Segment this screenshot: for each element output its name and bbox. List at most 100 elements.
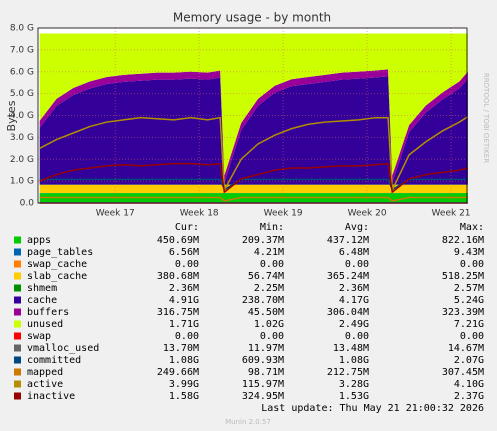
legend-swatch [14, 296, 21, 304]
x-tick-label: Week 20 [348, 209, 387, 219]
stat-header: Min: [260, 222, 284, 233]
area [39, 76, 468, 185]
y-tick-label: 4.0 G [10, 111, 34, 121]
legend-label: page_tables [27, 247, 93, 258]
legend-label: swap [27, 331, 51, 342]
legend-label: cache [27, 295, 57, 306]
y-tick-label: 1.0 G [10, 177, 34, 187]
legend-swatch [14, 368, 21, 376]
legend-label: inactive [27, 391, 75, 402]
legend-stat: 3.99G [169, 379, 199, 390]
x-tick-label: Week 18 [180, 209, 219, 219]
legend-label: vmalloc_used [27, 343, 99, 354]
y-tick-label: 5.0 G [10, 89, 34, 99]
legend-stat: 450.69M [157, 235, 199, 246]
legend-stat: 11.97M [248, 343, 284, 354]
legend-swatch [14, 260, 21, 268]
legend-stat: 2.37G [454, 391, 484, 402]
legend-stat: 323.39M [442, 307, 484, 318]
legend-label: unused [27, 319, 63, 330]
legend-stat: 822.16M [442, 235, 484, 246]
legend-stat: 0.00 [345, 259, 369, 270]
legend-stat: 2.25M [254, 283, 284, 294]
legend-label: mapped [27, 367, 63, 378]
legend-label: committed [27, 355, 81, 366]
legend-stat: 1.71G [169, 319, 199, 330]
last-update: Last update: Thu May 21 21:00:32 2026 [261, 403, 484, 414]
legend-stat: 0.00 [345, 331, 369, 342]
legend-stat: 45.50M [248, 307, 284, 318]
legend-swatch [14, 284, 21, 292]
legend-stat: 6.48M [339, 247, 369, 258]
legend-stat: 4.10G [454, 379, 484, 390]
area [39, 33, 468, 176]
legend-stat: 6.56M [169, 247, 199, 258]
legend-swatch [14, 344, 21, 352]
legend-stat: 4.21M [254, 247, 284, 258]
legend-stat: 0.00 [260, 331, 284, 342]
legend-stat: 13.70M [163, 343, 199, 354]
legend-stat: 115.97M [242, 379, 284, 390]
legend-swatch [14, 332, 21, 340]
legend-stat: 13.48M [333, 343, 369, 354]
legend-stat: 1.08G [339, 355, 369, 366]
line [39, 196, 468, 202]
legend-swatch [14, 236, 21, 244]
legend-stat: 1.02G [254, 319, 284, 330]
y-tick-label: 8.0 G [10, 24, 34, 34]
line [39, 178, 468, 191]
legend-label: swap_cache [27, 259, 87, 270]
legend-stat: 2.36M [339, 283, 369, 294]
legend-stat: 1.58G [169, 391, 199, 402]
legend-stat: 4.17G [339, 295, 369, 306]
x-tick-label: Week 17 [96, 209, 135, 219]
legend-label: active [27, 379, 63, 390]
legend-stat: 324.95M [242, 391, 284, 402]
line [39, 115, 469, 193]
legend-stat: 307.45M [442, 367, 484, 378]
legend-stat: 7.21G [454, 319, 484, 330]
legend-stat: 2.49G [339, 319, 369, 330]
y-tick-label: 6.0 G [10, 67, 34, 77]
stat-header: Cur: [175, 222, 199, 233]
legend-stat: 0.00 [460, 259, 484, 270]
footer: Munin 2.0.57 [225, 418, 271, 426]
legend-stat: 9.43M [454, 247, 484, 258]
stat-header: Max: [460, 222, 484, 233]
x-tick-label: Week 19 [264, 209, 303, 219]
legend-stat: 365.24M [327, 271, 369, 282]
legend-swatch [14, 272, 21, 280]
line [39, 162, 469, 194]
chart-title: Memory usage - by month [173, 11, 331, 25]
legend-stat: 380.68M [157, 271, 199, 282]
legend-swatch [14, 308, 21, 316]
legend-label: buffers [27, 307, 69, 318]
x-tick-label: Week 21 [432, 209, 471, 219]
legend-swatch [14, 356, 21, 364]
stat-header: Avg: [345, 222, 369, 233]
y-tick-label: 2.0 G [10, 155, 34, 165]
legend-label: shmem [27, 283, 57, 294]
y-axis-label: Bytes [5, 100, 18, 131]
legend-stat: 437.12M [327, 235, 369, 246]
legend-stat: 0.00 [260, 259, 284, 270]
legend-label: apps [27, 235, 51, 246]
legend-stat: 2.07G [454, 355, 484, 366]
legend-swatch [14, 380, 21, 388]
legend-stat: 0.00 [175, 259, 199, 270]
legend-stat: 306.04M [327, 307, 369, 318]
legend-swatch [14, 248, 21, 256]
y-tick-label: 0.0 [20, 199, 35, 209]
area [39, 184, 468, 194]
legend-stat: 5.24G [454, 295, 484, 306]
plot-frame [37, 27, 468, 204]
y-tick-label: 3.0 G [10, 133, 34, 143]
legend-stat: 0.00 [175, 331, 199, 342]
legend-stat: 1.08G [169, 355, 199, 366]
legend-stat: 98.71M [248, 367, 284, 378]
side-note: RRDTOOL / TOBI OETIKER [482, 73, 490, 163]
legend-stat: 0.00 [460, 331, 484, 342]
legend-stat: 238.70M [242, 295, 284, 306]
legend-stat: 249.66M [157, 367, 199, 378]
